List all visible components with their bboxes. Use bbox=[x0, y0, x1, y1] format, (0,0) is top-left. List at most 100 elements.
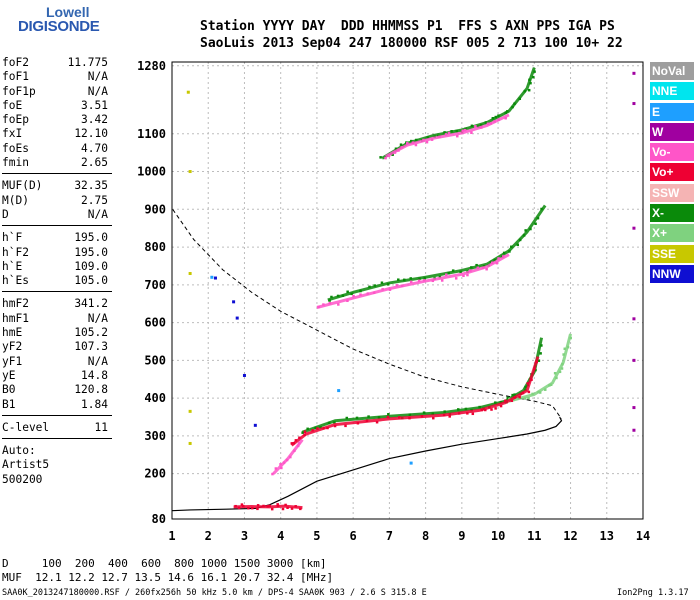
echo-point bbox=[493, 258, 496, 262]
echo-point bbox=[450, 130, 453, 133]
param-value: 12.10 bbox=[74, 127, 108, 141]
echo-point bbox=[532, 75, 535, 79]
y-tick-label: 1280 bbox=[137, 59, 166, 73]
legend-item-nnw: NNW bbox=[650, 264, 694, 283]
param-value: 4.70 bbox=[81, 141, 108, 155]
echo-point bbox=[422, 411, 426, 414]
echo-point bbox=[271, 472, 274, 476]
echo-point bbox=[516, 243, 519, 247]
echo-point bbox=[316, 427, 319, 430]
echo-point bbox=[513, 393, 516, 396]
echo-point bbox=[531, 392, 534, 396]
echo-point bbox=[445, 273, 448, 276]
echo-point bbox=[289, 455, 292, 459]
echo-point bbox=[377, 416, 381, 419]
echo-point bbox=[391, 153, 394, 156]
echo-point bbox=[536, 216, 540, 220]
echo-point bbox=[431, 412, 435, 415]
echo-point bbox=[504, 116, 507, 120]
echo-point bbox=[188, 272, 192, 276]
echo-point bbox=[294, 505, 297, 508]
legend-item-w: W bbox=[650, 122, 694, 141]
echo-point bbox=[213, 276, 217, 280]
param-row: foF1p N/A bbox=[2, 85, 112, 99]
echo-point bbox=[352, 294, 355, 298]
echo-point bbox=[499, 404, 503, 408]
x-tick-label: 2 bbox=[205, 529, 212, 543]
echo-point bbox=[411, 141, 415, 144]
echo-point bbox=[232, 300, 236, 304]
echo-point bbox=[438, 135, 441, 139]
echo-point bbox=[533, 70, 536, 73]
echo-point bbox=[522, 234, 526, 237]
version-label: Ion2Png 1.3.17 bbox=[617, 588, 689, 598]
echo-point bbox=[566, 345, 570, 349]
echo-point bbox=[632, 71, 636, 75]
param-name: h`F2 bbox=[2, 245, 29, 259]
param-separator bbox=[2, 414, 112, 421]
param-name: fmin bbox=[2, 156, 29, 170]
echo-point bbox=[346, 290, 349, 294]
x-tick-label: 3 bbox=[241, 529, 248, 543]
muf-row: MUF 12.1 12.2 12.7 13.5 14.6 16.1 20.7 3… bbox=[2, 571, 334, 584]
param-row: D N/A bbox=[2, 208, 112, 222]
param-row: foE 3.51 bbox=[2, 99, 112, 113]
echo-point bbox=[526, 382, 529, 385]
y-tick-label: 400 bbox=[144, 391, 166, 405]
echo-point bbox=[279, 463, 282, 466]
echo-point bbox=[397, 149, 400, 152]
echo-point bbox=[518, 395, 521, 399]
echo-point bbox=[296, 444, 300, 448]
echo-point bbox=[418, 277, 421, 280]
echo-point bbox=[381, 288, 384, 291]
param-value: 2.75 bbox=[81, 193, 108, 207]
echo-point bbox=[632, 102, 636, 106]
echo-point bbox=[457, 412, 461, 415]
echo-point bbox=[299, 507, 302, 511]
echo-point bbox=[234, 504, 237, 508]
echo-point bbox=[495, 261, 499, 265]
echo-point bbox=[470, 124, 474, 128]
echo-point bbox=[403, 278, 406, 282]
param-name: D bbox=[2, 207, 9, 221]
echo-point bbox=[322, 426, 325, 430]
echo-point bbox=[281, 507, 285, 511]
echo-point bbox=[256, 504, 260, 507]
echo-point bbox=[406, 142, 409, 145]
echo-point bbox=[518, 238, 522, 242]
echo-point bbox=[341, 294, 345, 297]
echo-point bbox=[344, 424, 347, 428]
param-value: 11.775 bbox=[67, 56, 108, 69]
echo-point bbox=[442, 413, 446, 417]
echo-point bbox=[569, 336, 572, 340]
echo-point bbox=[447, 271, 451, 275]
param-name: foF1 bbox=[2, 70, 29, 84]
echo-point bbox=[274, 467, 278, 470]
echo-point bbox=[471, 412, 475, 416]
param-row: M(D) 2.75 bbox=[2, 194, 112, 208]
echo-point bbox=[415, 138, 418, 142]
param-row: foEs 4.70 bbox=[2, 142, 112, 156]
echo-point bbox=[266, 505, 269, 508]
param-value: 195.0 bbox=[74, 231, 108, 245]
x-tick-label: 9 bbox=[458, 529, 465, 543]
echo-point bbox=[285, 458, 289, 462]
echo-point bbox=[494, 407, 497, 410]
echo-point bbox=[537, 359, 541, 362]
echo-point bbox=[432, 416, 435, 420]
echo-point bbox=[387, 154, 391, 158]
echo-point bbox=[290, 442, 294, 445]
echo-point bbox=[286, 506, 289, 509]
echo-point bbox=[443, 410, 446, 413]
echo-point bbox=[326, 426, 329, 430]
x-tick-label: 12 bbox=[563, 529, 577, 543]
echo-point bbox=[290, 507, 294, 510]
legend-item-nne: NNE bbox=[650, 82, 694, 101]
echo-point bbox=[497, 118, 500, 121]
echo-point bbox=[563, 347, 567, 351]
echo-point bbox=[247, 506, 250, 510]
echo-point bbox=[425, 140, 429, 144]
echo-point bbox=[466, 273, 469, 277]
param-row: B1 1.84 bbox=[2, 398, 112, 412]
echo-point bbox=[548, 384, 551, 387]
